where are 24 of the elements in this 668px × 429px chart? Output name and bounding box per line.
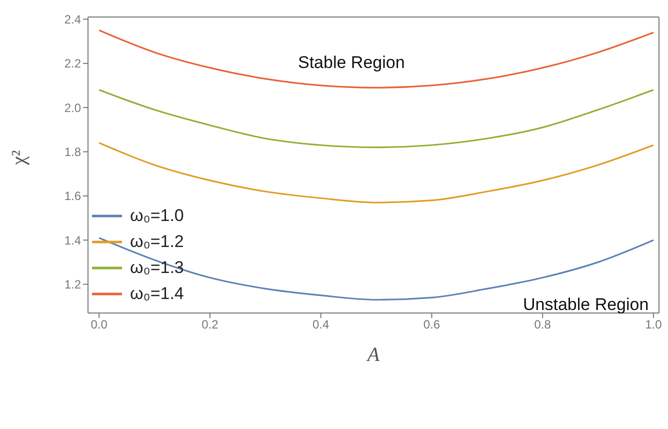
x-tick-label: 1.0 [645, 318, 662, 332]
legend-label: ω₀=1.2 [130, 232, 184, 252]
y-axis-title: χ² [8, 150, 30, 166]
y-tick-label: 1.8 [64, 145, 82, 160]
y-tick-label: 1.2 [64, 278, 82, 292]
annotation: Unstable Region [523, 295, 649, 315]
x-tick-label: 0.8 [534, 318, 552, 332]
x-tick-label: 0.0 [90, 318, 108, 332]
legend-label: ω₀=1.4 [130, 284, 184, 304]
y-tick-label: 2.4 [64, 12, 82, 26]
line-series [98, 89, 654, 148]
line-series [98, 142, 654, 204]
line-series [98, 29, 654, 88]
y-tick-label: 1.6 [64, 189, 82, 204]
y-tick-label: 2.2 [64, 56, 82, 71]
x-tick-label: 0.6 [423, 318, 440, 332]
x-tick-label: 0.4 [312, 318, 330, 332]
y-tick-label: 2.0 [64, 100, 82, 115]
x-tick-label: 0.2 [202, 318, 219, 332]
legend-label: ω₀=1.3 [130, 258, 184, 278]
annotation: Stable Region [298, 53, 405, 73]
x-axis-title: A [365, 344, 380, 366]
y-tick-label: 1.4 [64, 233, 82, 248]
legend-label: ω₀=1.0 [130, 206, 184, 226]
